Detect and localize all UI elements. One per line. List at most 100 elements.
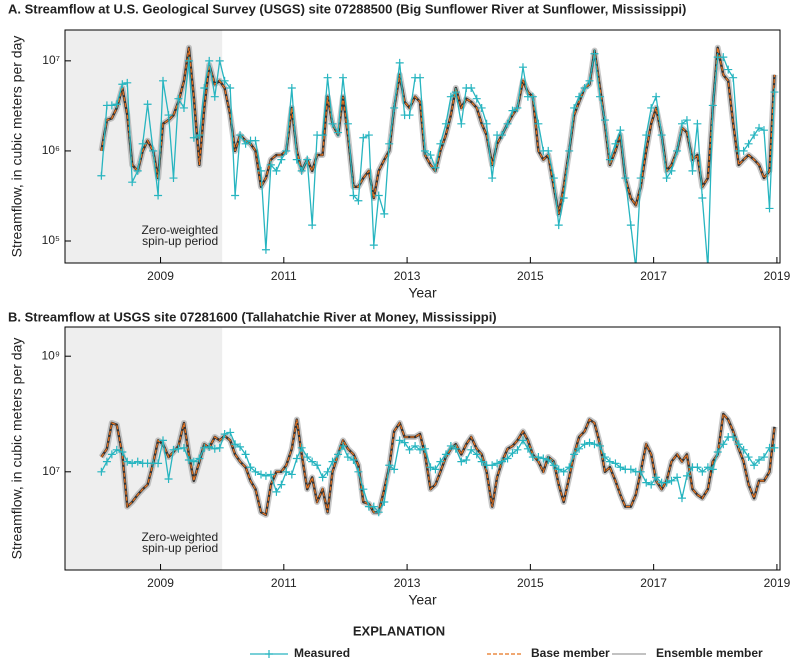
measured-marker (420, 444, 429, 453)
measured-marker (426, 151, 435, 160)
measured-marker (349, 456, 358, 465)
measured-marker (107, 450, 116, 459)
measured-marker (189, 133, 198, 142)
measured-marker (349, 191, 358, 200)
measured-marker (750, 461, 759, 470)
measured-marker (600, 453, 609, 462)
measured-marker (508, 449, 517, 458)
measured-marker (724, 65, 733, 74)
measured-marker (359, 133, 368, 142)
measured-marker (698, 194, 707, 203)
measured-marker (590, 49, 599, 58)
measured-marker (169, 445, 178, 454)
measured-marker (759, 453, 768, 462)
measured-marker (282, 467, 291, 476)
spin-up-label: Zero-weighted (141, 223, 218, 237)
measured-marker (498, 457, 507, 466)
measured-marker (318, 131, 327, 140)
measured-marker (611, 459, 620, 468)
measured-marker (462, 456, 471, 465)
measured-marker (195, 454, 204, 463)
measured-marker (200, 83, 209, 92)
measured-marker (498, 131, 507, 140)
measured-marker (539, 454, 548, 463)
measured-marker (441, 450, 450, 459)
measured-marker (719, 53, 728, 62)
measured-marker (164, 111, 173, 120)
measured-marker (472, 450, 481, 459)
measured-marker (493, 459, 502, 468)
plot-area (97, 44, 779, 263)
measured-marker (652, 473, 661, 482)
measured-marker (292, 155, 301, 164)
measured-marker (385, 139, 394, 148)
measured-marker (605, 457, 614, 466)
y-axis-label: Streamflow, in cubic meters per day (9, 338, 25, 560)
measured-marker (544, 146, 553, 155)
measured-marker (405, 445, 414, 454)
measured-marker (154, 459, 163, 468)
legend-label: Ensemble member (656, 646, 763, 660)
measured-marker (380, 209, 389, 218)
measured-marker (739, 445, 748, 454)
measured-marker (164, 475, 173, 484)
measured-marker (441, 119, 450, 128)
measured-marker (513, 445, 522, 454)
measured-marker (226, 428, 235, 437)
measured-marker (636, 467, 645, 476)
measured-marker (575, 444, 584, 453)
measured-marker (411, 441, 420, 450)
x-tick-label: 2019 (764, 576, 791, 590)
measured-marker (477, 103, 486, 112)
measured-marker (605, 155, 614, 164)
measured-marker (179, 443, 188, 452)
measured-marker (390, 103, 399, 112)
panel-title: A. Streamflow at U.S. Geological Survey … (8, 1, 686, 16)
measured-marker (693, 119, 702, 128)
measured-marker (174, 444, 183, 453)
measured-marker (154, 191, 163, 200)
measured-marker (770, 443, 779, 452)
measured-marker (559, 194, 568, 203)
measured-marker (446, 441, 455, 450)
measured-marker (143, 100, 152, 109)
x-tick-label: 2013 (394, 269, 421, 283)
measured-marker (477, 457, 486, 466)
measured-marker (662, 174, 671, 183)
measured-marker (149, 146, 158, 155)
measured-marker (667, 476, 676, 485)
spin-up-region (65, 327, 223, 570)
measured-marker (261, 245, 270, 254)
measured-marker (359, 485, 368, 494)
measured-line (100, 53, 776, 263)
measured-marker (189, 457, 198, 466)
x-tick-label: 2017 (640, 576, 667, 590)
measured-marker (118, 80, 127, 89)
measured-marker (451, 444, 460, 453)
measured-marker (297, 443, 306, 452)
measured-marker (416, 73, 425, 82)
measured-marker (616, 463, 625, 472)
measured-marker (488, 174, 497, 183)
measured-marker (97, 467, 106, 476)
measured-marker (662, 478, 671, 487)
measured-marker (303, 453, 312, 462)
measured-marker (554, 465, 563, 474)
x-tick-label: 2009 (147, 576, 174, 590)
legend-title: EXPLANATION (353, 623, 445, 638)
measured-marker (215, 56, 224, 65)
measured-marker (457, 119, 466, 128)
measured-marker (210, 444, 219, 453)
measured-marker (488, 461, 497, 470)
y-tick-label: 10⁶ (42, 143, 60, 157)
measured-marker (277, 155, 286, 164)
x-axis-label: Year (408, 285, 437, 301)
measured-marker (133, 166, 142, 175)
measured-marker (400, 438, 409, 447)
panel-title: B. Streamflow at USGS site 07281600 (Tal… (8, 309, 497, 324)
measured-marker (554, 221, 563, 230)
measured-marker (354, 467, 363, 476)
measured-marker (354, 196, 363, 205)
measured-marker (215, 443, 224, 452)
x-tick-label: 2011 (271, 269, 297, 283)
